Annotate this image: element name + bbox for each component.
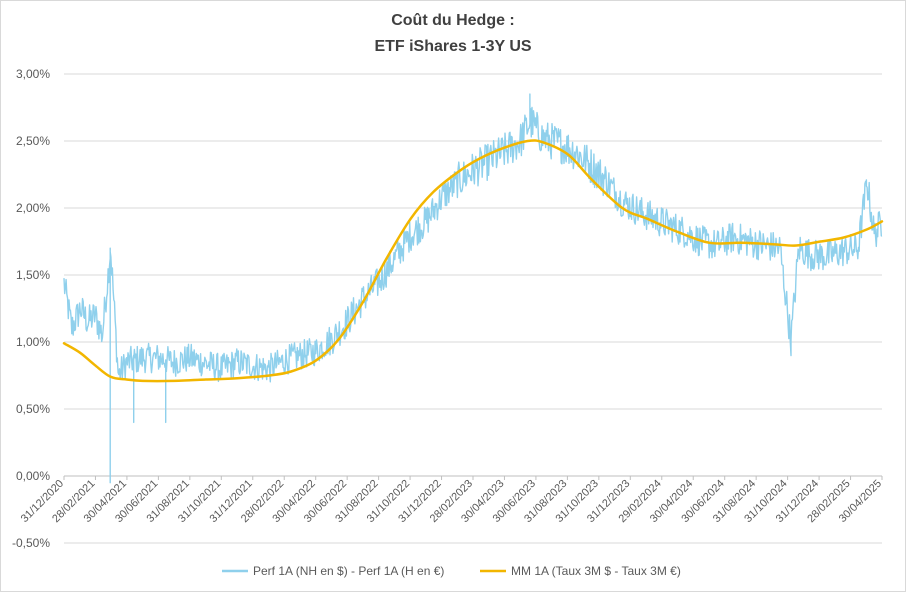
y-tick-label: 2,00% bbox=[16, 201, 50, 215]
y-axis: -0,50% 0,00% 0,50% 1,00% 1,50% 2,00% 2,50% 3,00… bbox=[12, 67, 50, 550]
chart-title: Coût du Hedge : bbox=[391, 12, 515, 29]
x-axis bbox=[63, 475, 883, 480]
y-tick-label: 1,00% bbox=[16, 335, 50, 349]
y-tick-label: 1,50% bbox=[16, 268, 50, 282]
legend-label-perf: Perf 1A (NH en $) - Perf 1A (H en €) bbox=[253, 564, 444, 578]
chart-subtitle: ETF iShares 1-3Y US bbox=[374, 38, 531, 55]
y-tick-label: 0,50% bbox=[16, 402, 50, 416]
series-perf-line bbox=[63, 93, 883, 484]
y-tick-label: 3,00% bbox=[16, 67, 50, 81]
legend: Perf 1A (NH en $) - Perf 1A (H en €) MM … bbox=[222, 564, 681, 578]
gridlines bbox=[64, 73, 882, 544]
series-mm-line bbox=[62, 139, 884, 383]
y-tick-label: 0,00% bbox=[16, 469, 50, 483]
y-tick-label: 2,50% bbox=[16, 134, 50, 148]
plot-area bbox=[62, 93, 884, 484]
x-tick-labels: 31/12/202028/02/202130/04/202130/06/2021… bbox=[19, 478, 884, 525]
y-tick-label: -0,50% bbox=[12, 536, 50, 550]
legend-label-mm: MM 1A (Taux 3M $ - Taux 3M €) bbox=[511, 564, 681, 578]
